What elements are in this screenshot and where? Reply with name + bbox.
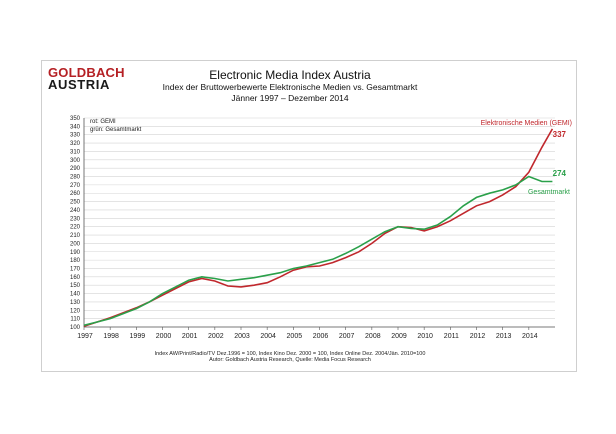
- footnote-source: Autor: Goldbach Austria Research, Quelle…: [209, 357, 371, 363]
- y-tick-label-130: 130: [70, 300, 81, 306]
- grid: [84, 117, 555, 328]
- y-tick-label-240: 240: [70, 208, 81, 214]
- legend-green: grün: Gesamtmarkt: [90, 127, 142, 133]
- x-tick-label-2001: 2001: [182, 333, 198, 340]
- y-tick-label-350: 350: [70, 116, 81, 122]
- y-tick-label-300: 300: [70, 158, 81, 164]
- series-line-gemi: [83, 128, 554, 327]
- x-tick-label-2013: 2013: [496, 333, 512, 340]
- end-label-gemi: 337: [553, 130, 567, 139]
- y-tick-label-310: 310: [70, 149, 81, 155]
- footnote-index: Index AW/Print/Radio/TV Dez.1996 = 100, …: [154, 351, 426, 357]
- x-tick-label-2002: 2002: [208, 333, 224, 340]
- x-tick-label-1997: 1997: [77, 333, 93, 340]
- y-tick-label-260: 260: [70, 191, 81, 197]
- x-tick-label-2005: 2005: [287, 333, 303, 340]
- x-tick-label-2008: 2008: [365, 333, 381, 340]
- y-tick-label-170: 170: [70, 266, 81, 272]
- y-tick-label-230: 230: [70, 216, 81, 222]
- y-tick-label-270: 270: [70, 183, 81, 189]
- x-tick-label-2007: 2007: [339, 333, 355, 340]
- y-tick-label-100: 100: [70, 325, 81, 331]
- y-tick-label-330: 330: [70, 133, 81, 139]
- logo-line-2: AUSTRIA: [48, 77, 110, 92]
- y-tick-label-210: 210: [70, 233, 81, 239]
- y-tick-label-250: 250: [70, 200, 81, 206]
- x-tick-label-2009: 2009: [391, 333, 407, 340]
- chart-frame: [41, 60, 577, 372]
- chart-subtitle: Index der Bruttowerbewerte Elektronische…: [162, 82, 418, 92]
- y-tick-label-140: 140: [70, 292, 81, 298]
- y-tick-label-150: 150: [70, 283, 81, 289]
- x-tick-label-2014: 2014: [522, 333, 538, 340]
- series-line-gesamtmarkt: [83, 175, 553, 327]
- series-label-gesamtmarkt: Gesamtmarkt: [528, 189, 570, 196]
- x-tick-label-2006: 2006: [313, 333, 329, 340]
- end-label-gesamtmarkt: 274: [553, 169, 567, 178]
- y-tick-label-190: 190: [70, 250, 81, 256]
- x-tick-label-2004: 2004: [260, 333, 276, 340]
- x-tick-label-2000: 2000: [156, 333, 172, 340]
- goldbach-austria-logo: GOLDBACH AUSTRIA: [48, 65, 125, 92]
- y-tick-label-340: 340: [70, 124, 81, 130]
- series-label-gemi: Elektronische Medien (GEMI): [481, 120, 572, 127]
- logo-line-1: GOLDBACH: [48, 65, 125, 80]
- x-axis-ticks: 1997 1998 1999 2000 2001 2002 2003 2004 2005 2006…: [77, 327, 538, 340]
- y-tick-label-280: 280: [70, 175, 81, 181]
- chart-period: Jänner 1997 – Dezember 2014: [231, 93, 349, 103]
- x-tick-label-1998: 1998: [103, 333, 119, 340]
- y-tick-label-160: 160: [70, 275, 81, 281]
- x-tick-label-2010: 2010: [417, 333, 433, 340]
- y-tick-label-120: 120: [70, 308, 81, 314]
- y-tick-label-220: 220: [70, 225, 81, 231]
- legend-red: rot: GEMI: [90, 119, 116, 125]
- x-tick-label-2012: 2012: [470, 333, 486, 340]
- y-tick-label-200: 200: [70, 241, 81, 247]
- y-tick-label-320: 320: [70, 141, 81, 147]
- chart-title: Electronic Media Index Austria: [209, 68, 371, 82]
- y-tick-label-110: 110: [70, 317, 80, 323]
- x-tick-label-2003: 2003: [234, 333, 250, 340]
- y-tick-label-290: 290: [70, 166, 81, 172]
- y-tick-label-180: 180: [70, 258, 81, 264]
- x-tick-label-1999: 1999: [130, 333, 146, 340]
- x-tick-label-2011: 2011: [444, 333, 459, 340]
- y-axis-ticks: 100 110 120 130 140 150 160 170 180 190 200 210 220 2…: [70, 116, 81, 331]
